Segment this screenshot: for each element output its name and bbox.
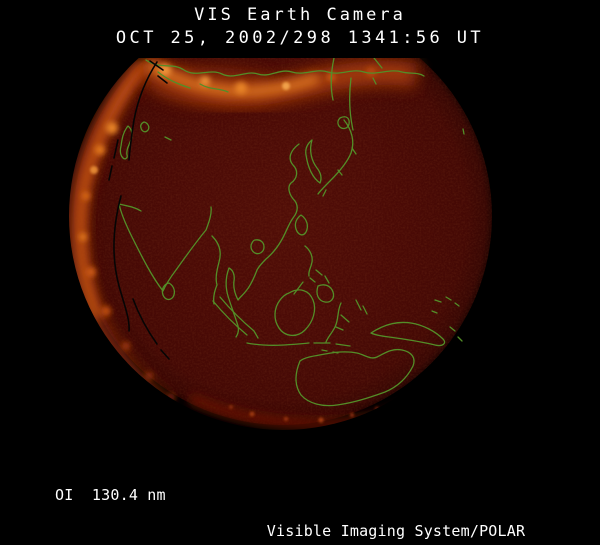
earth-disk — [74, 7, 492, 425]
page-title: VIS Earth Camera — [194, 5, 406, 25]
credit-line-instrument: Visible Imaging System/POLAR — [266, 522, 526, 540]
credits-block: Visible Imaging System/POLAR The Univers… — [246, 486, 546, 545]
coast-sakhalin — [330, 57, 354, 131]
terminator-coastline-overlay — [108, 60, 170, 360]
coastline-overlay — [118, 57, 465, 407]
coast-korea — [305, 139, 322, 184]
terminator-coast-kamchatka — [149, 60, 168, 84]
coast-borneo — [274, 289, 316, 337]
frame-top-cut — [0, 0, 600, 58]
coast-hainan — [250, 239, 265, 255]
observation-timestamp: OCT 25, 2002/298 1341:56 UT — [115, 28, 485, 48]
coast-sri-lanka — [161, 282, 176, 301]
coast-new-guinea — [355, 299, 446, 347]
terminator-coast-mid — [113, 195, 130, 332]
coast-hokkaido — [337, 116, 350, 130]
coast-sulawesi — [325, 302, 350, 343]
island-ticks-east — [372, 57, 465, 342]
auroral-band-top — [138, 53, 419, 107]
coast-java — [246, 342, 351, 354]
coast-siberia-2 — [157, 71, 229, 93]
coast-siberia — [145, 59, 425, 77]
coast-china — [256, 143, 300, 271]
coast-sumatra — [212, 296, 259, 339]
terminator-coast-bits — [108, 139, 119, 181]
terminator-coast-lower — [132, 298, 170, 360]
coast-burma — [211, 235, 221, 305]
emission-wavelength-label: OI 130.4 nm — [55, 486, 166, 504]
coast-australia — [295, 348, 415, 407]
coast-india — [118, 203, 212, 292]
coast-japan — [317, 119, 357, 197]
coast-indochina — [225, 267, 258, 338]
coast-philippines — [293, 245, 335, 303]
coast-taiwan — [294, 214, 308, 236]
terminator-coast-upper — [128, 61, 158, 161]
